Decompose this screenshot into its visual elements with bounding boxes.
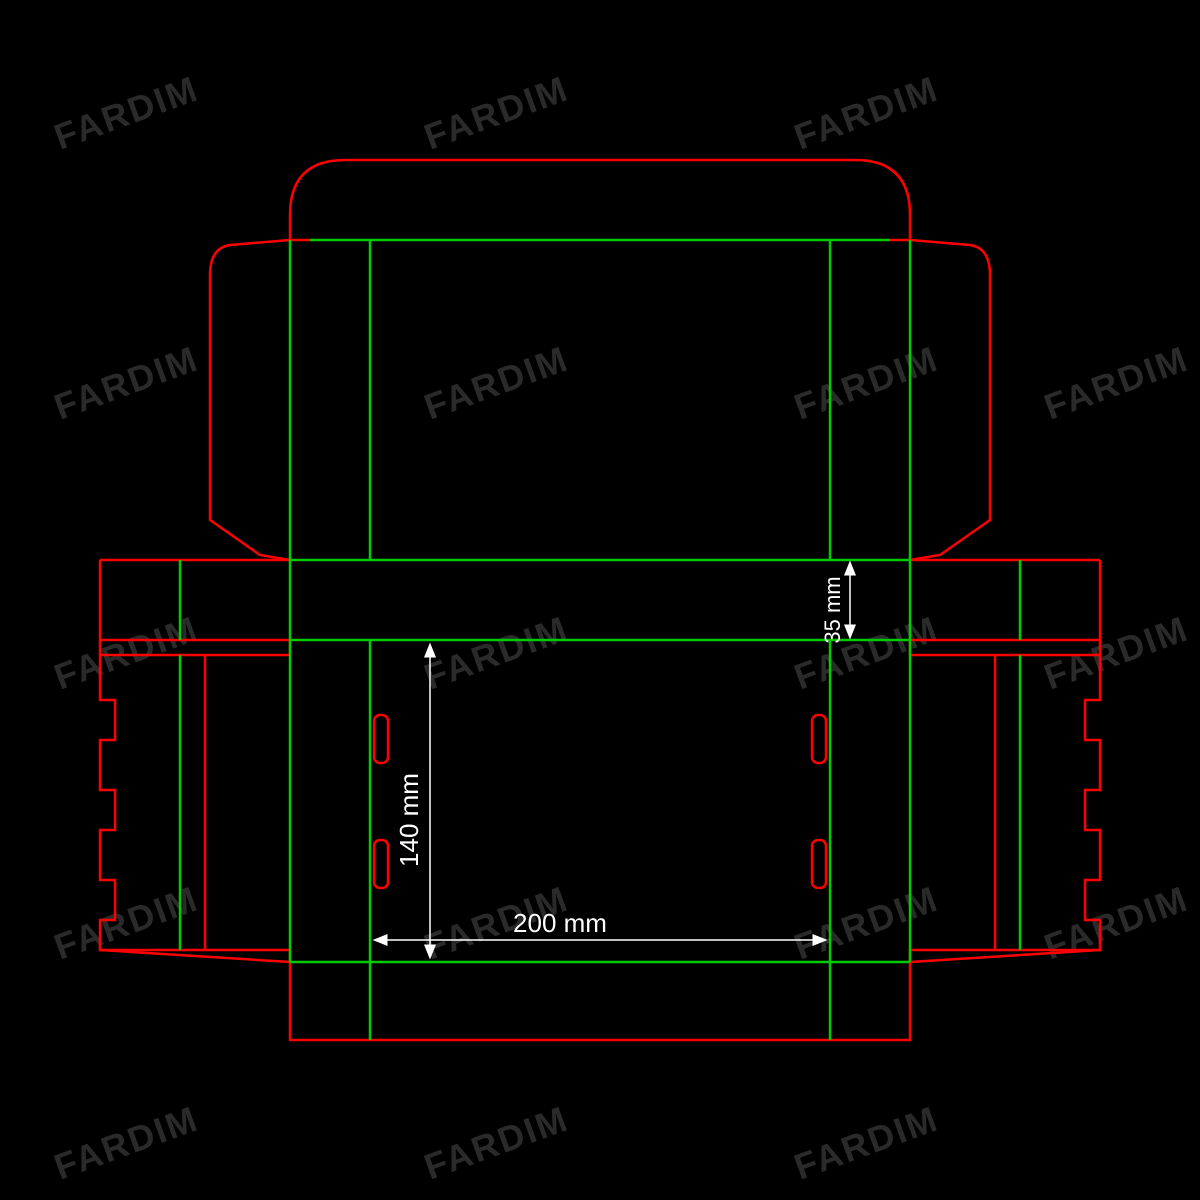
strip-tab-right [910,560,1100,640]
watermark: FARDIM [789,68,944,158]
watermark: FARDIM [419,338,574,428]
watermark-layer: FARDIM FARDIM FARDIM FARDIM FARDIM FARDI… [49,68,1194,1188]
bottom-flap-outline [290,962,910,1040]
watermark: FARDIM [789,1098,944,1188]
watermark: FARDIM [419,608,574,698]
lock-slot [812,840,826,888]
dust-flap-right [910,240,990,560]
dimension-layer: 200 mm 140 mm 35 mm [380,568,850,952]
watermark: FARDIM [49,1098,204,1188]
base-bottom-cut-left [100,950,290,962]
watermark: FARDIM [49,338,204,428]
dim-width-label: 200 mm [513,908,607,938]
dim-depth-label: 35 mm [820,576,845,643]
lock-slot [374,715,388,763]
watermark: FARDIM [1039,608,1194,698]
lock-slot [812,715,826,763]
tuck-flap-outline [290,160,910,240]
dim-height-label: 140 mm [394,773,424,867]
watermark: FARDIM [789,608,944,698]
watermark: FARDIM [789,338,944,428]
lock-slot [374,840,388,888]
watermark: FARDIM [419,1098,574,1188]
watermark: FARDIM [1039,878,1194,968]
watermark: FARDIM [49,68,204,158]
watermark: FARDIM [419,68,574,158]
dust-flap-left [210,240,290,560]
watermark: FARDIM [1039,338,1194,428]
watermark: FARDIM [789,878,944,968]
dieline-drawing: FARDIM FARDIM FARDIM FARDIM FARDIM FARDI… [0,0,1200,1200]
